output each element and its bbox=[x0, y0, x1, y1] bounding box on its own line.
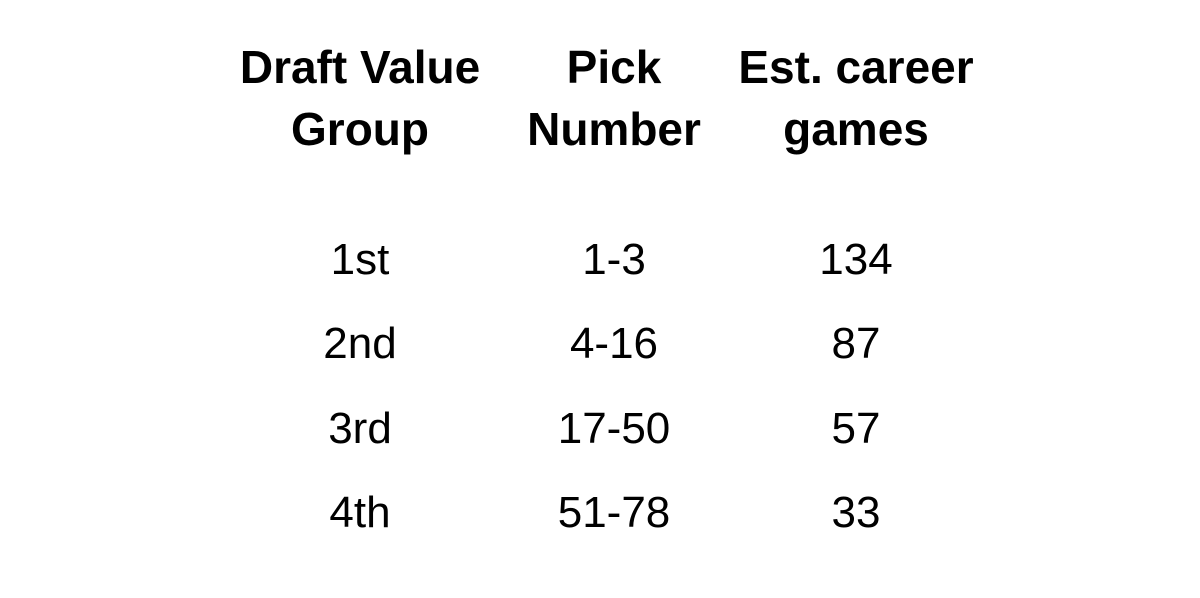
header-pick-number-line2: Number bbox=[527, 103, 701, 155]
table-cell-games: 57 bbox=[831, 404, 881, 453]
table-cell-pick: 4-16 bbox=[569, 319, 659, 368]
header-draft-value-group-line2: Group bbox=[291, 103, 429, 155]
header-pick-number-line1: Pick bbox=[566, 41, 662, 93]
table-cell-group: 2nd bbox=[323, 319, 397, 368]
header-est-career-games-line2: games bbox=[783, 103, 929, 155]
table-cell-pick: 17-50 bbox=[557, 404, 671, 453]
header-draft-value-group-line1: Draft Value bbox=[239, 41, 481, 93]
table-cell-games: 33 bbox=[831, 488, 881, 537]
table-cell-pick: 51-78 bbox=[557, 488, 671, 537]
table-cell-games: 134 bbox=[819, 235, 893, 284]
table-cell-group: 4th bbox=[329, 488, 391, 537]
header-est-career-games-line1: Est. career bbox=[738, 41, 974, 93]
table-cell-pick: 1-3 bbox=[582, 235, 646, 284]
table-cell-games: 87 bbox=[831, 319, 881, 368]
table-cell-group: 1st bbox=[330, 235, 390, 284]
table-cell-group: 3rd bbox=[328, 404, 392, 453]
